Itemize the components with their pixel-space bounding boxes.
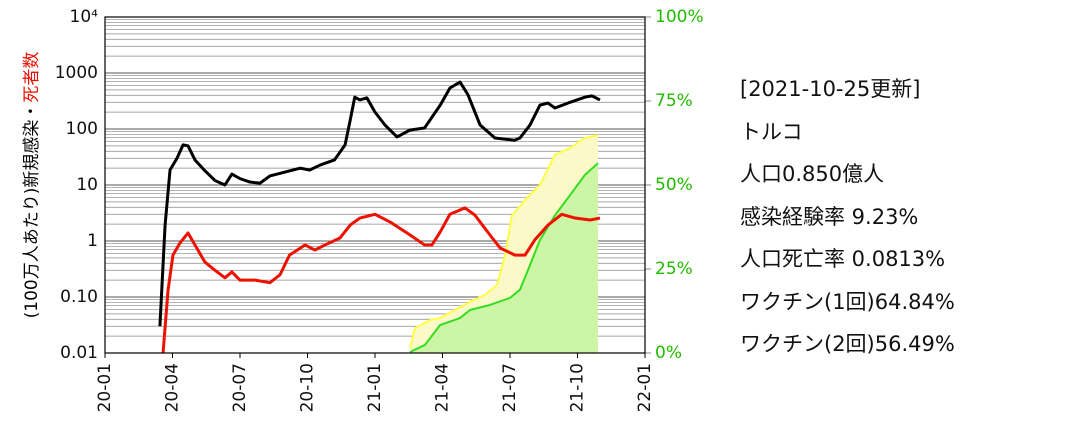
line: [158, 80, 601, 327]
x-tick-label: 22-01: [635, 363, 655, 412]
population: 人口0.850億人: [740, 162, 885, 186]
y-tick-label: 100: [66, 119, 98, 139]
y-axis-label: (100万人あたり)新規感染・死者数: [22, 52, 42, 319]
x-tick-label: 20-07: [230, 363, 250, 412]
x-tick-label: 20-01: [95, 363, 115, 412]
x-tick-label: 21-01: [365, 363, 385, 412]
line: [409, 162, 599, 353]
y-label-red: 死者数: [22, 52, 42, 103]
infection-rate: 感染経験率 9.23%: [740, 204, 919, 229]
y2-tick-label: 100%: [655, 7, 704, 27]
vaccine-1: ワクチン(1回)64.84%: [740, 289, 955, 314]
death-rate: 人口死亡率 0.0813%: [740, 247, 946, 271]
y2-tick-label: 25%: [655, 259, 693, 279]
updated: [2021-10-25更新]: [740, 77, 921, 101]
info-panel: [2021-10-25更新] トルコ 人口0.850億人 感染経験率 9.23%…: [740, 68, 955, 366]
vaccine-2: ワクチン(2回)56.49%: [740, 332, 955, 356]
y-tick-label: 0.01: [60, 343, 98, 363]
x-tick-label: 21-10: [568, 363, 588, 412]
y2-tick-label: 75%: [655, 91, 693, 111]
y-tick-label: 0.10: [60, 287, 98, 307]
y-tick-label: 1: [87, 231, 98, 251]
line: [409, 134, 599, 349]
x-tick-label: 20-10: [298, 363, 318, 412]
y-label-text: (100万人あたり)新規感染・: [22, 103, 42, 319]
x-tick-label: 20-04: [163, 363, 183, 412]
y2-tick-label: 0%: [655, 343, 682, 363]
country: トルコ: [740, 119, 803, 144]
y-tick-label: 10: [76, 175, 98, 195]
x-tick-label: 21-07: [500, 363, 520, 412]
line: [161, 206, 601, 354]
plot-frame: [104, 16, 646, 354]
y-tick-label: 1000: [55, 63, 98, 83]
y2-tick-label: 50%: [655, 175, 693, 195]
x-tick-label: 21-04: [433, 363, 453, 412]
y-tick-label: 10⁴: [70, 7, 99, 27]
area: [410, 163, 598, 353]
